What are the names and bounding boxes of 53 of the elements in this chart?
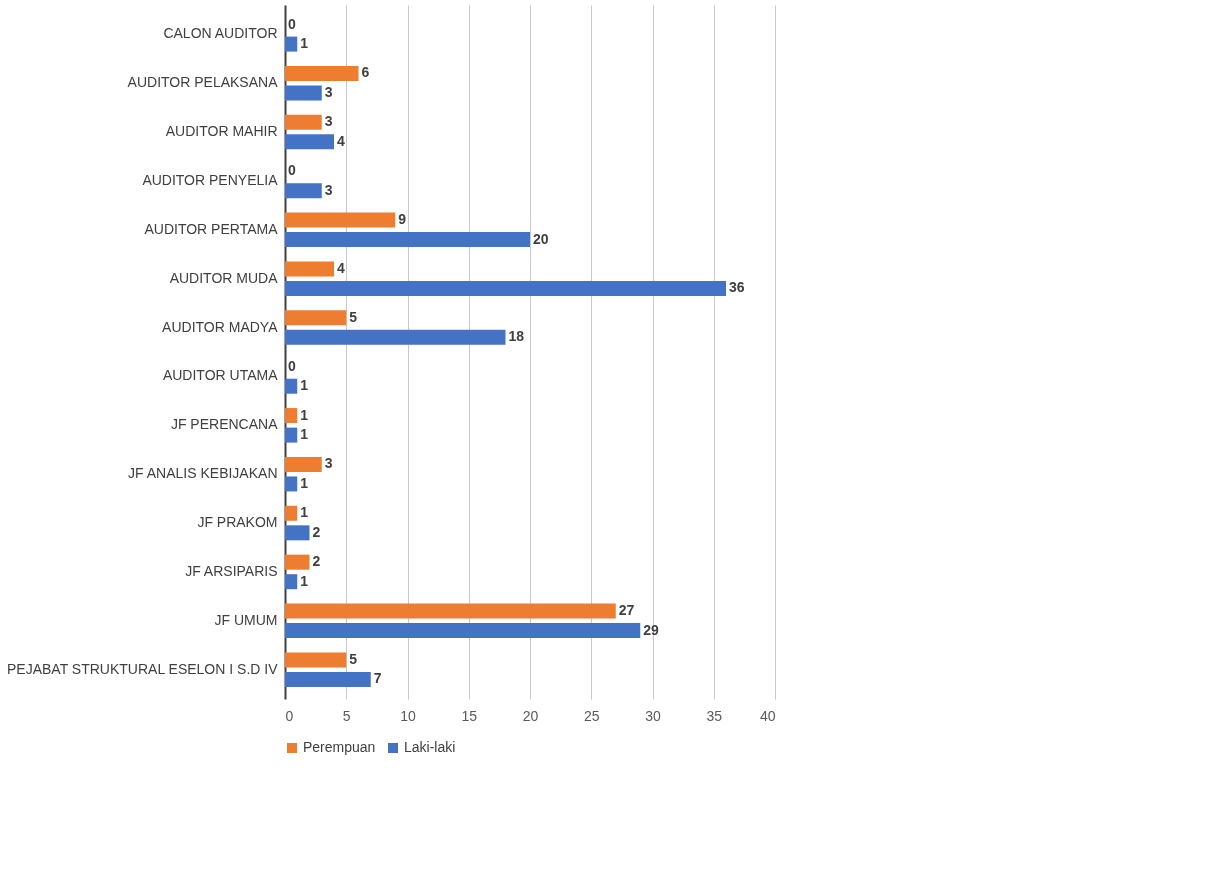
x-tick-label: 30 — [645, 707, 661, 724]
x-tick-label: 15 — [461, 707, 478, 724]
x-tick-label: 10 — [400, 707, 416, 724]
data-label: 3 — [324, 83, 333, 100]
x-tick-label: 0 — [285, 707, 294, 724]
data-label: 5 — [349, 650, 358, 667]
data-label: 29 — [643, 621, 660, 638]
data-label: 36 — [729, 279, 745, 296]
data-label: 0 — [288, 162, 296, 179]
data-label: 1 — [300, 504, 309, 521]
y-tick-label: AUDITOR UTAMA — [162, 367, 279, 384]
y-tick-label: JF ANALIS KEBIJAKAN — [128, 465, 278, 482]
data-label: 3 — [324, 113, 333, 130]
x-tick-label: 20 — [522, 707, 539, 724]
y-tick-label: JF UMUM — [214, 611, 278, 628]
data-label: 1 — [300, 35, 309, 52]
y-tick-label: CALON AUDITOR — [163, 25, 278, 42]
y-tick-label: AUDITOR PERTAMA — [144, 220, 279, 237]
y-tick-label: AUDITOR MUDA — [169, 269, 279, 286]
data-label: 7 — [373, 670, 382, 687]
x-tick-label: 35 — [706, 707, 723, 724]
data-label: 27 — [618, 602, 635, 619]
data-label: 4 — [337, 132, 345, 149]
data-label: 1 — [300, 474, 309, 491]
y-tick-label: JF PERENCANA — [170, 416, 279, 433]
x-tick-label: 25 — [583, 707, 600, 724]
x-tick-label: 5 — [342, 707, 351, 724]
y-tick-label: JF ARSIPARIS — [185, 562, 278, 579]
legend-label: Perempuan — [303, 739, 376, 755]
y-tick-label: PEJABAT STRUKTURAL ESELON I S.D IV — [7, 660, 279, 677]
y-tick-label: JF PRAKOM — [197, 514, 278, 531]
data-label: 1 — [300, 572, 309, 589]
y-tick-label: AUDITOR MADYA — [162, 318, 279, 335]
y-tick-label: AUDITOR MAHIR — [165, 123, 278, 140]
data-label: 5 — [349, 308, 358, 325]
data-label: 1 — [300, 377, 309, 394]
data-label: 20 — [533, 230, 549, 247]
y-tick-label: AUDITOR PENYELIA — [142, 171, 279, 188]
data-label: 1 — [300, 406, 309, 423]
data-label: 2 — [312, 553, 321, 570]
x-tick-label: 40 — [759, 707, 776, 724]
data-label: 3 — [324, 181, 333, 198]
data-label: 2 — [312, 523, 321, 540]
data-label: 4 — [337, 259, 345, 276]
data-label: 18 — [508, 328, 525, 345]
data-label: 0 — [288, 15, 296, 32]
data-label: 3 — [324, 455, 333, 472]
y-tick-label: AUDITOR PELAKSANA — [127, 74, 279, 91]
legend-label: Laki-laki — [404, 739, 456, 755]
data-label: 0 — [288, 357, 296, 374]
data-label: 1 — [300, 426, 309, 443]
data-label: 6 — [361, 64, 370, 81]
data-label: 9 — [398, 211, 407, 228]
